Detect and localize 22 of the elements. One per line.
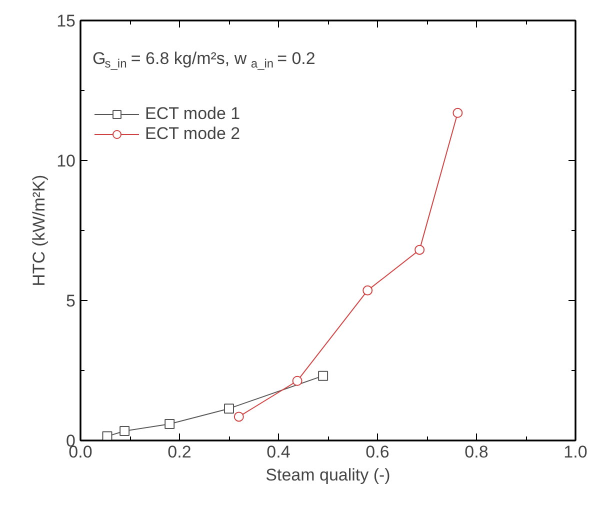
point <box>120 426 130 436</box>
point <box>224 404 234 414</box>
y-tick-label: 5 <box>66 292 76 310</box>
legend-label: ECT mode 2 <box>145 124 240 144</box>
y-tick-label: 15 <box>56 12 76 30</box>
point <box>102 431 112 440</box>
point <box>234 412 244 422</box>
point <box>292 376 302 386</box>
x-tick-label: 0.6 <box>366 442 390 462</box>
x-tick-label: 0.4 <box>266 442 290 462</box>
x-tick-label: 1.0 <box>564 442 588 462</box>
point <box>362 285 373 296</box>
legend-label: ECT mode 1 <box>145 104 240 124</box>
point <box>452 108 463 118</box>
x-axis-title: Steam quality (-) <box>266 466 390 484</box>
point <box>414 244 425 255</box>
point <box>318 370 328 381</box>
x-tick-label: 0.2 <box>168 442 192 462</box>
y-tick-label: 10 <box>56 152 76 170</box>
point <box>164 418 175 429</box>
y-axis-title: HTC (kW/m²K) <box>30 174 49 286</box>
x-tick-label: 0.8 <box>464 442 488 462</box>
